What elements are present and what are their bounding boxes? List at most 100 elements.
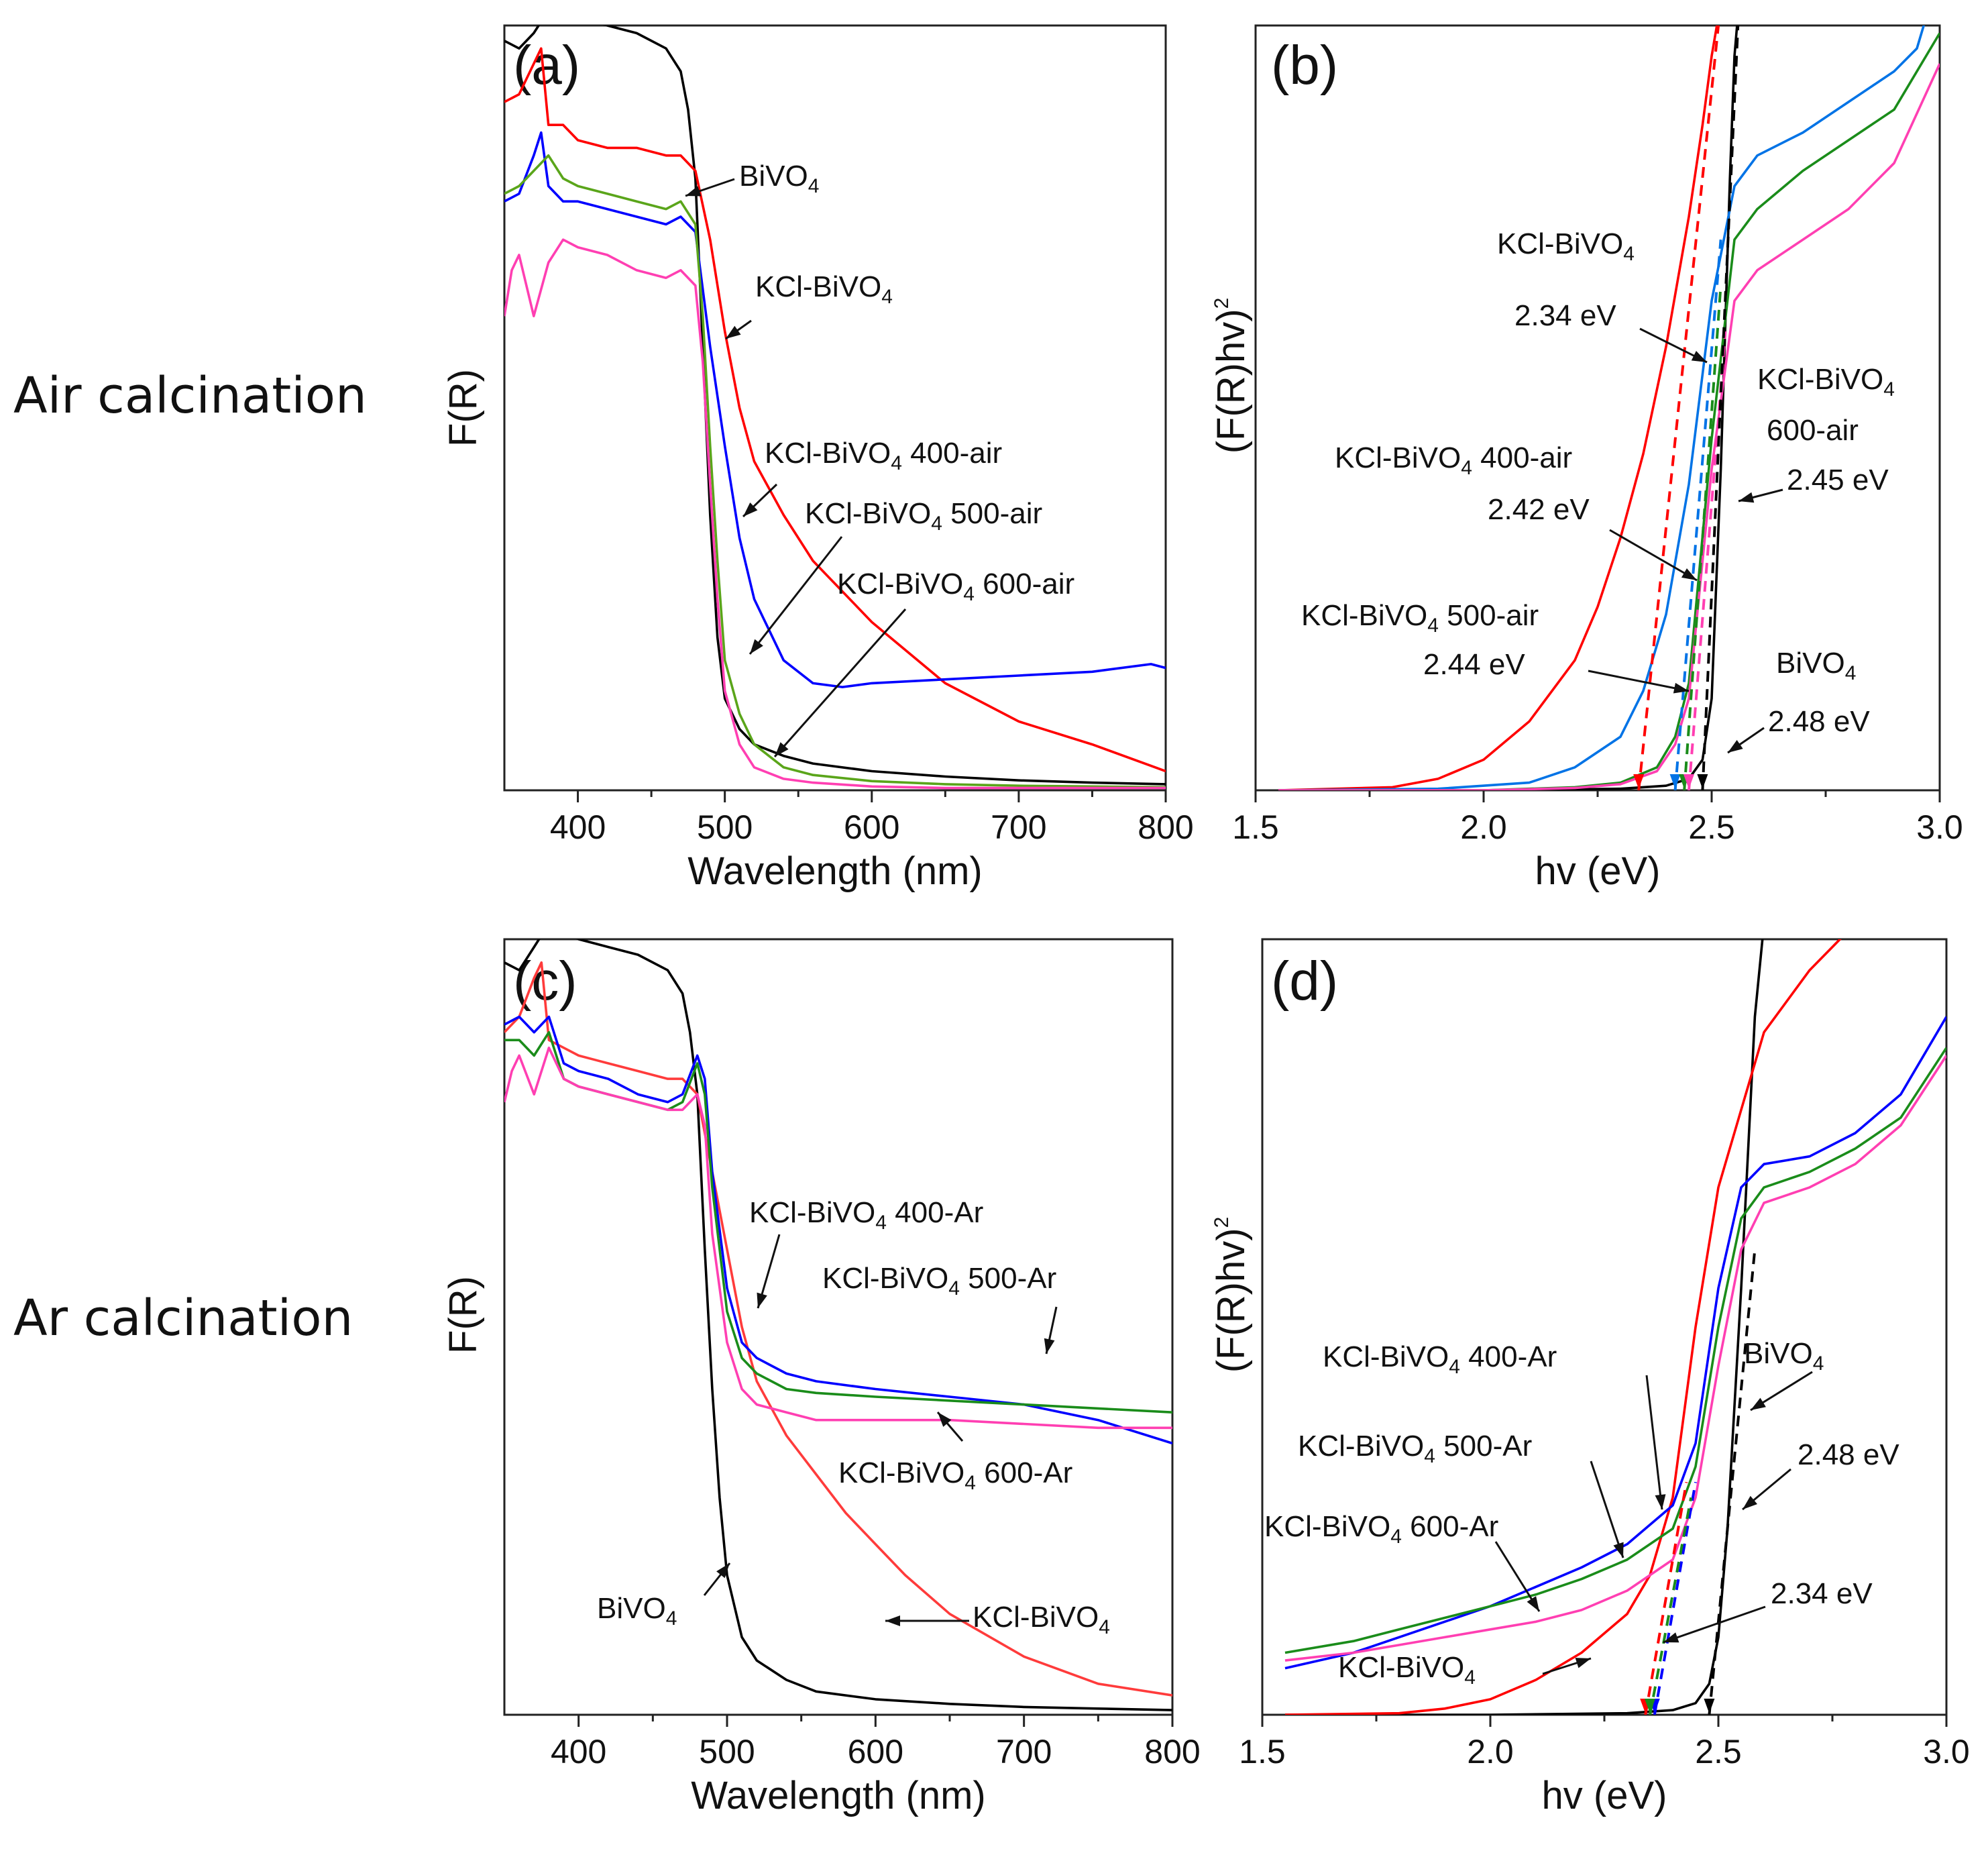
x-tick-label: 2.5 [1695,1733,1742,1770]
annotation-arrow [1750,1371,1813,1412]
x-tick-label: 1.5 [1232,808,1279,846]
annotation-label: BiVO4 [597,1592,677,1630]
tauc-fit-line [1708,1249,1757,1715]
annotation-label: KCl-BiVO4 400-air [1335,441,1572,479]
series-line [504,1047,1172,1430]
annotation-arrow [773,608,907,757]
annotation-label: KCl-BiVO4 500-air [805,497,1042,535]
annotation-arrow [757,1234,781,1309]
y-axis-title: F(R) [441,369,485,447]
annotation-arrow [742,483,778,518]
annotation-label: 2.48 eV [1798,1438,1899,1471]
annotation-label: KCl-BiVO4 600-air [837,568,1074,605]
intercept-marker [1633,774,1645,789]
annotation-label: KCl-BiVO4 [1338,1651,1476,1689]
x-tick-label: 400 [550,808,606,846]
plot-area [1284,939,1946,1715]
series-line [1284,1016,1946,1670]
plot-frame [503,938,1174,1716]
annotation-arrow [1742,1468,1791,1511]
annotation-label: KCl-BiVO4 500-Ar [822,1262,1056,1299]
x-tick-label: 3.0 [1916,808,1963,846]
annotation-arrow [1494,1541,1541,1612]
annotation-arrow [1645,1375,1666,1510]
intercept-marker [1704,1699,1715,1713]
annotation-label: KCl-BiVO4 500-air [1301,599,1539,637]
annotation-arrow [1044,1306,1058,1355]
annotation-arrow [1727,727,1765,754]
x-tick-label: 2.5 [1688,808,1735,846]
annotation-label: BiVO4 [1776,647,1856,684]
annotation-label: 2.34 eV [1514,299,1616,332]
x-tick-label: 2.0 [1467,1733,1514,1770]
annotation-label: KCl-BiVO4 500-Ar [1298,1430,1532,1467]
x-tick-label: 400 [551,1733,606,1770]
plot-frame [503,24,1167,792]
series-line [1278,25,1738,790]
series-line [504,939,1172,1711]
series-line [1284,1047,1946,1654]
series-line [1284,939,1842,1715]
plot-area [504,939,1172,1711]
annotation-arrow [1609,529,1698,582]
series-line [504,47,1166,773]
annotation-arrow [685,178,735,197]
x-axis-title: hv (eV) [1535,849,1661,893]
x-tick-label: 3.0 [1923,1733,1970,1770]
tauc-fit-line [1701,25,1740,790]
x-axis-title: Wavelength (nm) [691,1774,985,1817]
annotation-label: KCl-BiVO4 [755,270,893,308]
annotation-label: KCl-BiVO4 [973,1601,1110,1638]
annotation-label: BiVO4 [739,160,819,197]
tauc-fit-line [1637,25,1720,790]
annotation-arrow [936,1412,964,1442]
annotation-label: 2.48 eV [1768,705,1870,738]
x-tick-label: 600 [844,808,899,846]
x-tick-label: 1.5 [1239,1733,1286,1770]
tauc-fit-line [1653,1481,1697,1715]
intercept-marker [1669,774,1681,789]
y-axis-title: (F(R)hv)2 [1209,1217,1253,1373]
row-label-air: Air calcination [13,367,367,425]
y-axis-title: (F(R)hv)2 [1209,298,1253,454]
annotation-label: 600-air [1767,414,1859,447]
series-line [504,131,1166,688]
annotation-label: KCl-BiVO4 400-air [765,437,1002,474]
y-axis-title: F(R) [441,1276,485,1354]
annotation-arrow [749,536,843,655]
chart-panel: 1.5 2.0 2.5 3.0 hv (eV) (F(R)hv)2 (d) BiVO4 2.48… [1209,938,1970,1817]
series-line [1284,1055,1946,1662]
series-line [504,238,1166,790]
annotation-label: KCl-BiVO4 400-Ar [1323,1340,1557,1378]
chart-panel: 1.5 2.0 2.5 3.0 hv (eV) (F(R)hv)2 (b) KCl-BiVO4… [1209,24,1963,893]
annotation-label: 2.44 eV [1423,648,1525,681]
annotation-label: KCl-BiVO4 600-Ar [838,1456,1072,1494]
x-tick-label: 500 [699,1733,755,1770]
x-tick-label: 700 [996,1733,1052,1770]
intercept-marker [1683,774,1694,789]
panel-tag: (b) [1271,35,1338,96]
annotation-label: BiVO4 [1744,1337,1824,1375]
annotation-arrow [1590,1460,1624,1558]
series-line [504,25,1166,786]
annotation-label: KCl-BiVO4 [1757,363,1895,401]
plot-area [504,25,1166,790]
annotation-arrow [1663,1605,1766,1644]
x-tick-label: 500 [697,808,753,846]
series-line [504,961,1172,1697]
annotation-arrow [885,1615,969,1626]
x-tick-label: 600 [848,1733,903,1770]
plot-area [1278,25,1940,790]
series-line [504,1015,1172,1445]
x-tick-label: 700 [991,808,1046,846]
intercept-marker [1697,774,1708,789]
annotation-arrow [1542,1657,1592,1675]
tauc-fit-line [1649,1497,1693,1715]
annotation-arrow [725,319,752,340]
series-line [504,154,1166,789]
annotation-arrow [1588,670,1690,694]
